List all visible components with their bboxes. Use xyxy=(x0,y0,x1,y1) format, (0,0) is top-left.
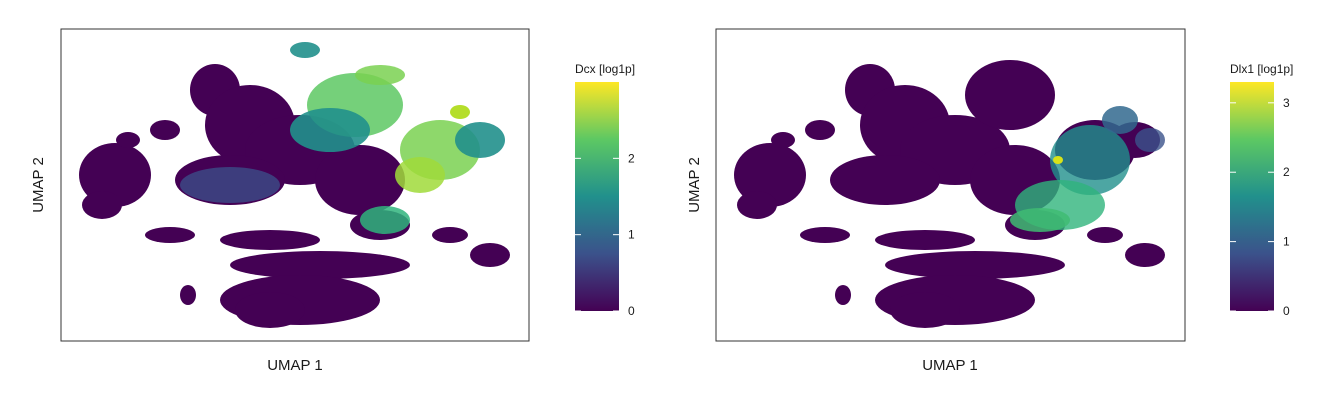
colorbar-dlx1: Dlx1 [log1p] 0 1 2 3 xyxy=(1230,62,1293,318)
x-axis-label: UMAP 1 xyxy=(922,357,978,374)
cell-embedding xyxy=(79,42,510,328)
colorbar-title: Dcx [log1p] xyxy=(575,62,635,76)
colorbar-gradient xyxy=(575,82,619,311)
umap-panel-dcx: UMAP 1 UMAP 2 Dcx [log1p] 0 1 2 xyxy=(30,28,635,374)
expression-overlay xyxy=(180,42,505,234)
colorbar-tick-label: 0 xyxy=(628,304,635,318)
colorbar-tick-label: 2 xyxy=(628,151,635,165)
cell-embedding xyxy=(734,60,1165,328)
cluster-background xyxy=(79,64,510,328)
x-axis-label: UMAP 1 xyxy=(267,357,323,374)
y-axis-label: UMAP 2 xyxy=(30,157,47,213)
expression-overlay xyxy=(1010,106,1165,232)
colorbar-tick-label: 1 xyxy=(1283,235,1290,249)
y-axis-label: UMAP 2 xyxy=(686,157,703,213)
umap-panel-dlx1: UMAP 1 UMAP 2 Dlx1 [log1p] 0 1 2 3 xyxy=(686,28,1293,374)
colorbar-ticks: 0 1 2 xyxy=(575,151,635,318)
colorbar-dcx: Dcx [log1p] 0 1 2 xyxy=(575,62,635,318)
colorbar-tick-label: 2 xyxy=(1283,165,1290,179)
colorbar-title: Dlx1 [log1p] xyxy=(1230,62,1293,76)
colorbar-ticks: 0 1 2 3 xyxy=(1230,96,1290,318)
colorbar-tick-label: 0 xyxy=(1283,304,1290,318)
colorbar-tick-label: 3 xyxy=(1283,96,1290,110)
colorbar-gradient xyxy=(1230,82,1274,311)
colorbar-tick-label: 1 xyxy=(628,228,635,242)
